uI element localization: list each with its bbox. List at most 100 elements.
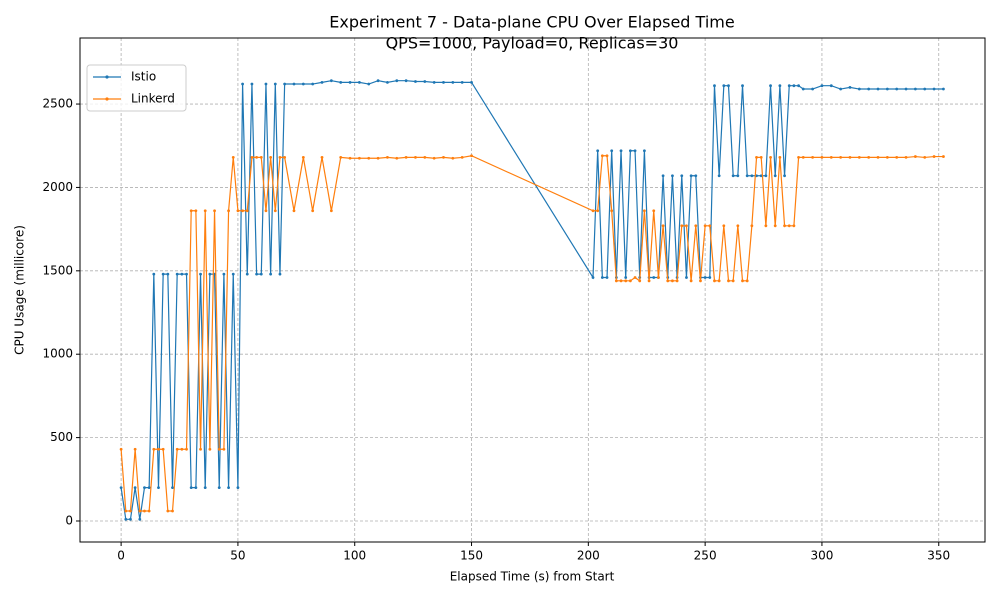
data-point: [857, 87, 861, 91]
data-point: [329, 209, 333, 213]
legend-marker: [105, 75, 109, 79]
data-point: [857, 156, 861, 159]
data-point: [320, 80, 324, 84]
data-point: [666, 279, 670, 283]
y-tick-label: 2000: [42, 180, 73, 194]
data-point: [194, 209, 198, 213]
data-point: [357, 156, 361, 160]
data-point: [769, 156, 772, 159]
data-point: [642, 209, 646, 213]
data-point: [395, 79, 399, 83]
data-point: [764, 224, 768, 228]
data-point: [129, 509, 132, 513]
data-point: [895, 87, 899, 91]
data-point: [801, 156, 805, 159]
data-point: [367, 82, 371, 86]
data-point: [736, 174, 740, 178]
data-point: [124, 517, 128, 521]
data-point: [133, 447, 137, 451]
data-point: [923, 156, 927, 159]
data-point: [680, 224, 684, 228]
data-point: [722, 84, 726, 88]
data-point: [708, 224, 712, 228]
data-point: [283, 82, 287, 86]
x-tick-label: 350: [927, 549, 950, 563]
data-point: [367, 156, 371, 160]
data-point: [273, 209, 277, 213]
data-point: [376, 79, 380, 83]
data-point: [661, 174, 665, 178]
data-point: [657, 276, 660, 279]
data-point: [942, 87, 945, 91]
data-point: [685, 276, 688, 279]
data-point: [867, 156, 871, 159]
data-point: [605, 154, 609, 158]
data-point: [628, 279, 632, 283]
data-point: [731, 174, 735, 178]
data-point: [778, 156, 782, 159]
data-point: [671, 174, 674, 178]
data-point: [199, 447, 202, 451]
data-point: [932, 87, 936, 91]
data-point: [759, 156, 763, 159]
data-point: [773, 174, 777, 178]
data-point: [236, 486, 240, 490]
y-tick-label: 2500: [42, 97, 73, 111]
data-point: [404, 79, 408, 83]
data-point: [797, 84, 800, 88]
data-point: [250, 156, 254, 159]
data-point: [727, 279, 730, 283]
x-tick-label: 0: [117, 549, 125, 563]
data-point: [194, 486, 198, 490]
data-point: [596, 209, 600, 213]
chart-subtitle: QPS=1000, Payload=0, Replicas=30: [386, 34, 679, 53]
data-point: [745, 279, 749, 283]
data-point: [311, 82, 315, 86]
data-point: [138, 517, 142, 521]
data-point: [750, 174, 754, 178]
data-point: [241, 82, 244, 86]
data-point: [301, 82, 305, 86]
data-point: [348, 80, 352, 84]
data-point: [638, 279, 642, 283]
data-point: [292, 209, 296, 213]
data-point: [217, 486, 221, 490]
data-point: [161, 272, 165, 276]
data-point: [885, 156, 889, 159]
data-point: [652, 209, 656, 213]
data-point: [755, 156, 758, 159]
data-point: [278, 272, 282, 276]
x-tick-label: 300: [810, 549, 833, 563]
data-point: [783, 174, 786, 178]
data-point: [829, 84, 833, 88]
data-point: [652, 276, 656, 279]
data-point: [143, 509, 146, 513]
data-point: [227, 209, 230, 213]
legend-label: Istio: [131, 70, 156, 84]
data-point: [820, 84, 824, 88]
data-point: [680, 174, 684, 178]
data-point: [913, 155, 917, 158]
data-point: [839, 87, 843, 91]
data-point: [689, 279, 693, 283]
data-point: [661, 224, 665, 228]
data-point: [685, 224, 688, 228]
data-point: [414, 156, 417, 159]
data-point: [885, 87, 889, 91]
data-point: [792, 84, 796, 88]
legend-marker: [105, 97, 109, 101]
data-point: [811, 156, 814, 159]
data-point: [942, 155, 945, 158]
x-axis-label: Elapsed Time (s) from Start: [450, 570, 615, 584]
data-point: [610, 209, 614, 213]
data-point: [610, 149, 614, 153]
y-axis-label: CPU Usage (millicore): [13, 225, 27, 355]
x-tick-label: 150: [460, 549, 483, 563]
data-point: [157, 447, 160, 451]
data-point: [161, 447, 165, 451]
data-point: [624, 276, 628, 279]
data-point: [255, 156, 259, 159]
data-point: [386, 156, 389, 159]
data-point: [460, 156, 464, 159]
data-point: [292, 82, 296, 86]
